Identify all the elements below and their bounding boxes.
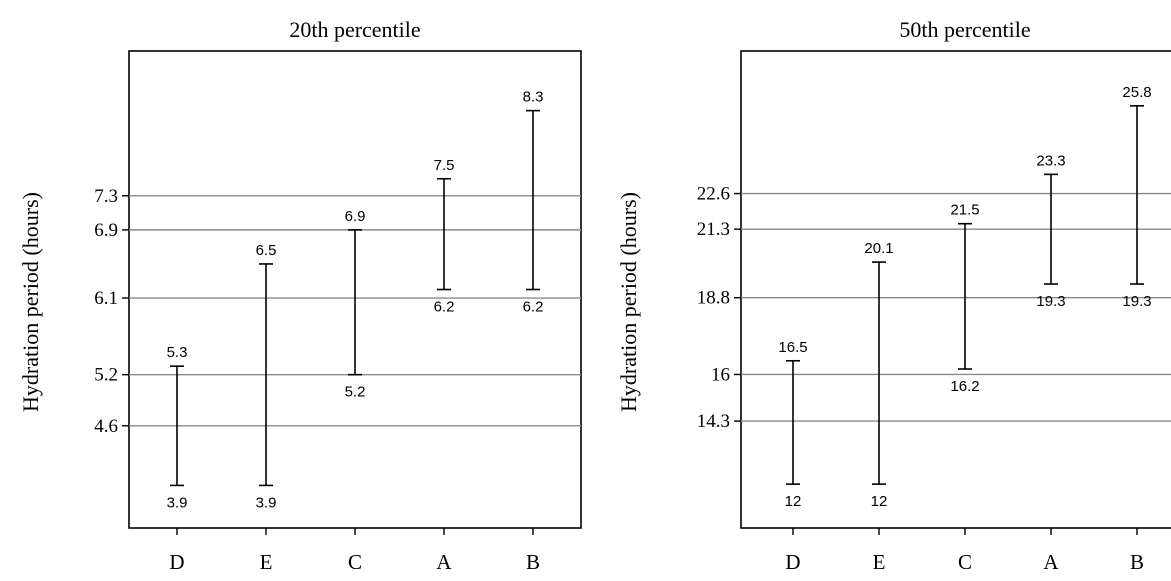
data-label-low: 3.9 [167,494,188,511]
y-tick-label: 21.3 [697,219,730,240]
data-label-low: 5.2 [345,384,366,401]
data-label-high: 8.3 [523,89,544,106]
x-tick-label: B [526,550,540,574]
data-label-low: 12 [785,493,802,510]
x-tick-label: A [436,550,452,574]
x-tick-label: B [1130,550,1144,574]
data-label-high: 21.5 [950,202,979,219]
data-label-low: 19.3 [1036,293,1065,310]
x-tick-label: E [873,550,886,574]
y-tick-label: 18.8 [697,288,730,309]
y-tick-label: 14.3 [697,411,730,432]
chart-title: 20th percentile [289,17,420,42]
data-label-high: 5.3 [167,344,188,361]
plot-frame [740,50,1171,529]
y-axis-ticks: 14.3 16 18.8 21.3 22.6 [697,184,741,432]
y-tick-label: 4.6 [94,416,118,437]
y-tick-label: 16 [711,364,730,385]
data-label-low: 6.2 [523,299,544,316]
data-label-high: 7.5 [434,157,455,174]
y-axis-ticks: 4.6 5.2 6.1 6.9 7.3 [94,186,129,437]
y-tick-label: 22.6 [697,184,730,205]
data-label-high: 23.3 [1036,152,1065,169]
data-label-low: 16.2 [950,378,979,395]
data-label-low: 12 [871,493,888,510]
data-label-low: 6.2 [434,299,455,316]
data-label-low: 19.3 [1122,293,1151,310]
y-tick-label: 6.9 [94,220,118,241]
x-tick-label: C [348,550,362,574]
x-tick-label: A [1043,550,1059,574]
error-bars: 5.3 3.9 6.5 3.9 6.9 5.2 7.5 6.2 8.3 6.2 [167,89,544,512]
data-label-high: 6.5 [256,242,277,259]
panel-50th-percentile: 50th percentile Hydration period (hours)… [616,17,1171,574]
y-tick-label: 7.3 [94,186,118,207]
chart-title: 50th percentile [899,17,1030,42]
data-label-high: 6.9 [345,208,366,225]
y-tick-label: 5.2 [94,365,118,386]
y-axis-label: Hydration period (hours) [616,192,641,412]
x-tick-label: D [785,550,800,574]
error-bars: 16.5 12 20.1 12 21.5 16.2 23.3 19.3 25.8 19.3 [778,84,1151,510]
data-label-high: 16.5 [778,339,807,356]
panel-20th-percentile: 20th percentile Hydration period (hours)… [18,17,582,574]
x-tick-label: D [169,550,184,574]
data-label-low: 3.9 [256,494,277,511]
y-tick-label: 6.1 [94,288,118,309]
data-label-high: 25.8 [1122,84,1151,101]
y-axis-label: Hydration period (hours) [18,192,43,412]
data-label-high: 20.1 [864,240,893,257]
x-tick-label: E [260,550,273,574]
reference-lines [741,192,1171,422]
x-tick-label: C [958,550,972,574]
